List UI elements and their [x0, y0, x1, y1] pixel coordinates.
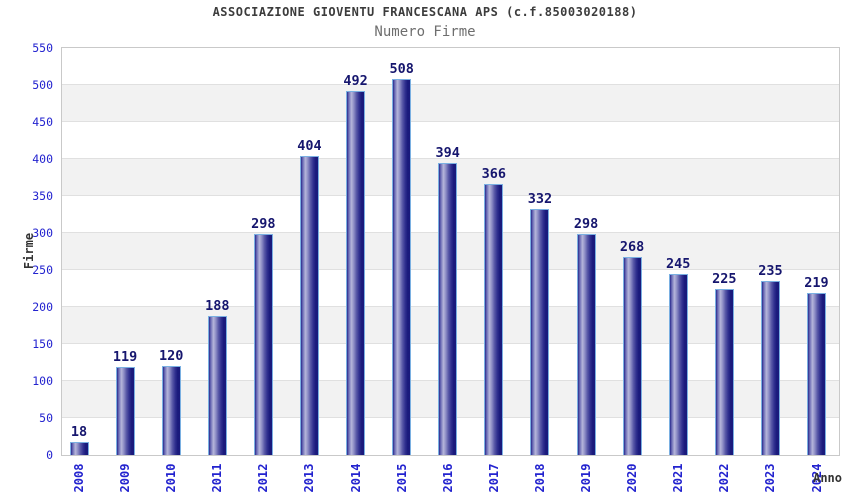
bar-2020	[622, 256, 642, 455]
x-tick-label: 2016	[440, 463, 455, 493]
bar-value-label: 394	[435, 145, 460, 162]
bar-value-label: 235	[758, 263, 783, 280]
bar-value-label: 119	[112, 348, 138, 365]
grid-band	[62, 48, 839, 85]
bar-2018	[530, 209, 550, 455]
bar-value-label: 492	[343, 72, 368, 89]
x-tick-label: 2012	[256, 463, 271, 493]
bar-value-label: 508	[389, 61, 414, 78]
y-tick-label: 550	[32, 41, 53, 55]
x-tick-label: 2011	[210, 463, 225, 493]
bar-value-label: 18	[70, 423, 88, 440]
bar-2013	[299, 156, 319, 455]
y-tick-label: 0	[46, 448, 53, 462]
y-tick-label: 350	[32, 189, 53, 203]
bar-value-label: 404	[297, 138, 322, 155]
bar-value-label: 225	[712, 270, 737, 287]
plot-area: 18 119 120 188 298 404 492 508 394 366 332 298 268 24…	[61, 47, 840, 456]
x-tick-label: 2009	[118, 463, 133, 493]
y-tick-label: 150	[32, 337, 53, 351]
bar-value-label: 366	[481, 166, 507, 183]
y-tick-label: 300	[32, 226, 53, 240]
bar-value-label: 332	[527, 191, 553, 208]
bar-2008	[69, 441, 89, 455]
bar-2021	[668, 273, 688, 455]
bar-2012	[253, 234, 273, 455]
x-tick-label: 2019	[579, 463, 594, 493]
x-tick-label: 2014	[348, 463, 363, 493]
x-tick-label: 2013	[302, 463, 317, 493]
chart-subtitle: Numero Firme	[374, 24, 476, 40]
y-tick-label: 100	[32, 374, 53, 388]
x-axis-label: Anno	[813, 471, 842, 485]
bar-2022	[714, 288, 734, 455]
bar-2011	[207, 315, 227, 455]
x-tick-label: 2021	[671, 463, 686, 493]
x-tick-label: 2020	[625, 463, 640, 493]
bar-value-label: 188	[205, 297, 230, 314]
bar-value-label: 245	[666, 255, 691, 272]
bar-value-label: 298	[251, 216, 276, 233]
bar-2014	[346, 90, 366, 455]
bar-2017	[484, 184, 504, 455]
bar-value-label: 120	[158, 348, 184, 365]
bar-2024	[807, 292, 826, 455]
x-tick-label: 2010	[164, 463, 179, 493]
bar-value-label: 298	[573, 216, 599, 233]
grid-band	[62, 122, 839, 159]
y-tick-label: 50	[39, 411, 53, 425]
grid-band	[62, 85, 839, 122]
bar-value-label: 268	[619, 238, 645, 255]
y-tick-label: 450	[32, 115, 53, 129]
bar-2019	[576, 234, 596, 455]
bar-value-label: 219	[804, 274, 829, 291]
x-tick-label: 2023	[763, 463, 778, 493]
bar-2016	[438, 163, 458, 455]
y-tick-label: 400	[32, 152, 53, 166]
y-tick-label: 500	[32, 78, 53, 92]
chart-title: ASSOCIAZIONE GIOVENTU FRANCESCANA APS (c…	[212, 5, 638, 19]
bar-2010	[161, 366, 181, 455]
x-tick-label: 2018	[532, 463, 547, 493]
x-tick-label: 2017	[486, 463, 501, 493]
bar-2015	[392, 79, 412, 455]
x-tick-label: 2008	[72, 463, 86, 493]
y-tick-label: 200	[32, 300, 53, 314]
bar-2009	[115, 366, 135, 455]
x-tick-label: 2015	[394, 463, 409, 493]
bar-2023	[760, 281, 780, 455]
x-tick-label: 2022	[717, 463, 732, 493]
y-tick-label: 250	[32, 263, 53, 277]
